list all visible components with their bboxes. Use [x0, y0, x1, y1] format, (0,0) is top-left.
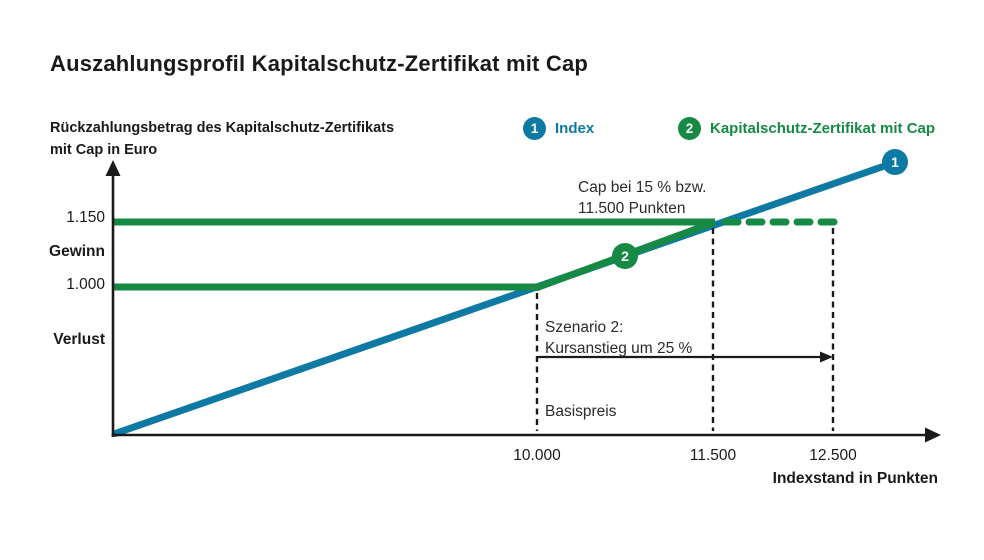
legend-item-certificate: 2 Kapitalschutz-Zertifikat mit Cap [678, 117, 935, 140]
x-axis-title: Indexstand in Punkten [772, 470, 938, 487]
legend-badge-1-icon: 1 [523, 117, 546, 140]
x-tick-10000: 10.000 [513, 447, 561, 464]
cap-annotation-line2: 11.500 Punkten [578, 200, 686, 217]
scenario-annotation-line1: Szenario 2: [545, 319, 624, 336]
y-tick-1150: 1.150 [66, 209, 105, 226]
scenario-annotation: Szenario 2: Kursanstieg um 25 % [545, 317, 692, 359]
index-line-marker-1: 1 [882, 149, 908, 175]
y-zone-verlust: Verlust [53, 331, 105, 348]
legend-label-certificate: Kapitalschutz-Zertifikat mit Cap [710, 120, 936, 137]
y-axis-arrowhead-icon [105, 160, 121, 176]
y-axis-title-line2: mit Cap in Euro [50, 142, 158, 158]
cap-annotation: Cap bei 15 % bzw. 11.500 Punkten [578, 177, 706, 219]
legend-item-index: 1 Index [523, 117, 594, 140]
legend-label-index: Index [555, 120, 595, 137]
legend-badge-2-icon: 2 [678, 117, 701, 140]
chart-title: Auszahlungsprofil Kapitalschutz-Zertifik… [50, 51, 589, 76]
y-tick-1000: 1.000 [66, 276, 105, 293]
x-axis-arrowhead-icon [925, 427, 941, 443]
x-tick-12500: 12.500 [809, 447, 857, 464]
index-line [112, 159, 895, 438]
y-axis-title: Rückzahlungsbetrag des Kapitalschutz-Zer… [50, 117, 394, 161]
y-axis-title-line1: Rückzahlungsbetrag des Kapitalschutz-Zer… [50, 120, 395, 136]
certificate-line-marker-2: 2 [612, 243, 638, 269]
basispreis-label: Basispreis [545, 403, 617, 420]
cap-annotation-line1: Cap bei 15 % bzw. [578, 179, 707, 196]
scenario-arrowhead-icon [820, 351, 833, 363]
x-tick-11500: 11.500 [689, 447, 737, 464]
scenario-annotation-line2: Kursanstieg um 25 % [545, 340, 693, 357]
y-zone-gewinn: Gewinn [49, 243, 105, 260]
